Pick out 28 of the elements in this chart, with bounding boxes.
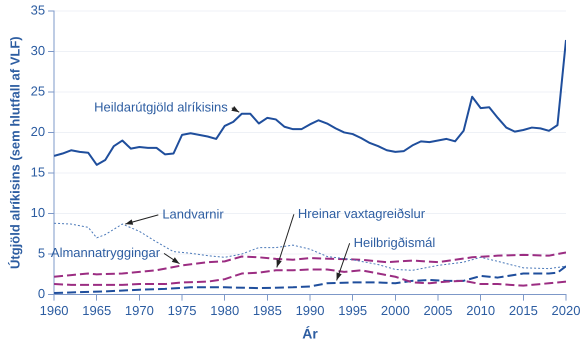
x-axis-title: Ár bbox=[302, 325, 318, 342]
x-tick-label: 2015 bbox=[508, 302, 538, 318]
x-tick-label: 2020 bbox=[552, 302, 580, 318]
x-tick-label: 1995 bbox=[338, 302, 368, 318]
y-tick-label: 35 bbox=[30, 2, 46, 18]
x-tick-label: 1960 bbox=[40, 302, 69, 318]
x-tick-label: 1965 bbox=[82, 302, 112, 318]
x-tick-label: 2010 bbox=[466, 302, 496, 318]
x-tick-label: 1980 bbox=[210, 302, 240, 318]
x-tick-label: 2000 bbox=[380, 302, 410, 318]
line-series bbox=[54, 268, 566, 287]
annotation: Hreinar vaxtagreiðslur bbox=[298, 206, 426, 221]
y-tick-label: 10 bbox=[30, 205, 46, 220]
annotation: Landvarnir bbox=[162, 206, 224, 222]
y-tick-label: 5 bbox=[38, 246, 46, 261]
annotation: Heilbrigðismál bbox=[354, 234, 436, 250]
x-tick-label: 1975 bbox=[168, 302, 197, 318]
y-tick-label: 30 bbox=[30, 42, 46, 58]
y-tick-label: 15 bbox=[30, 164, 46, 180]
x-tick-label: 1990 bbox=[296, 302, 324, 318]
x-tick-label: 1985 bbox=[252, 302, 282, 318]
annotation: Heildarútgjöld alríkisins bbox=[94, 99, 228, 114]
y-tick-label: 20 bbox=[30, 124, 46, 140]
y-axis-title: Útgjöld alríkisins (sem hlutfall af VLF) bbox=[7, 36, 22, 269]
y-tick-label: 0 bbox=[38, 286, 46, 302]
x-tick-label: 2005 bbox=[424, 302, 452, 318]
x-tick-label: 1970 bbox=[124, 302, 154, 318]
y-tick-label: 25 bbox=[30, 83, 46, 98]
